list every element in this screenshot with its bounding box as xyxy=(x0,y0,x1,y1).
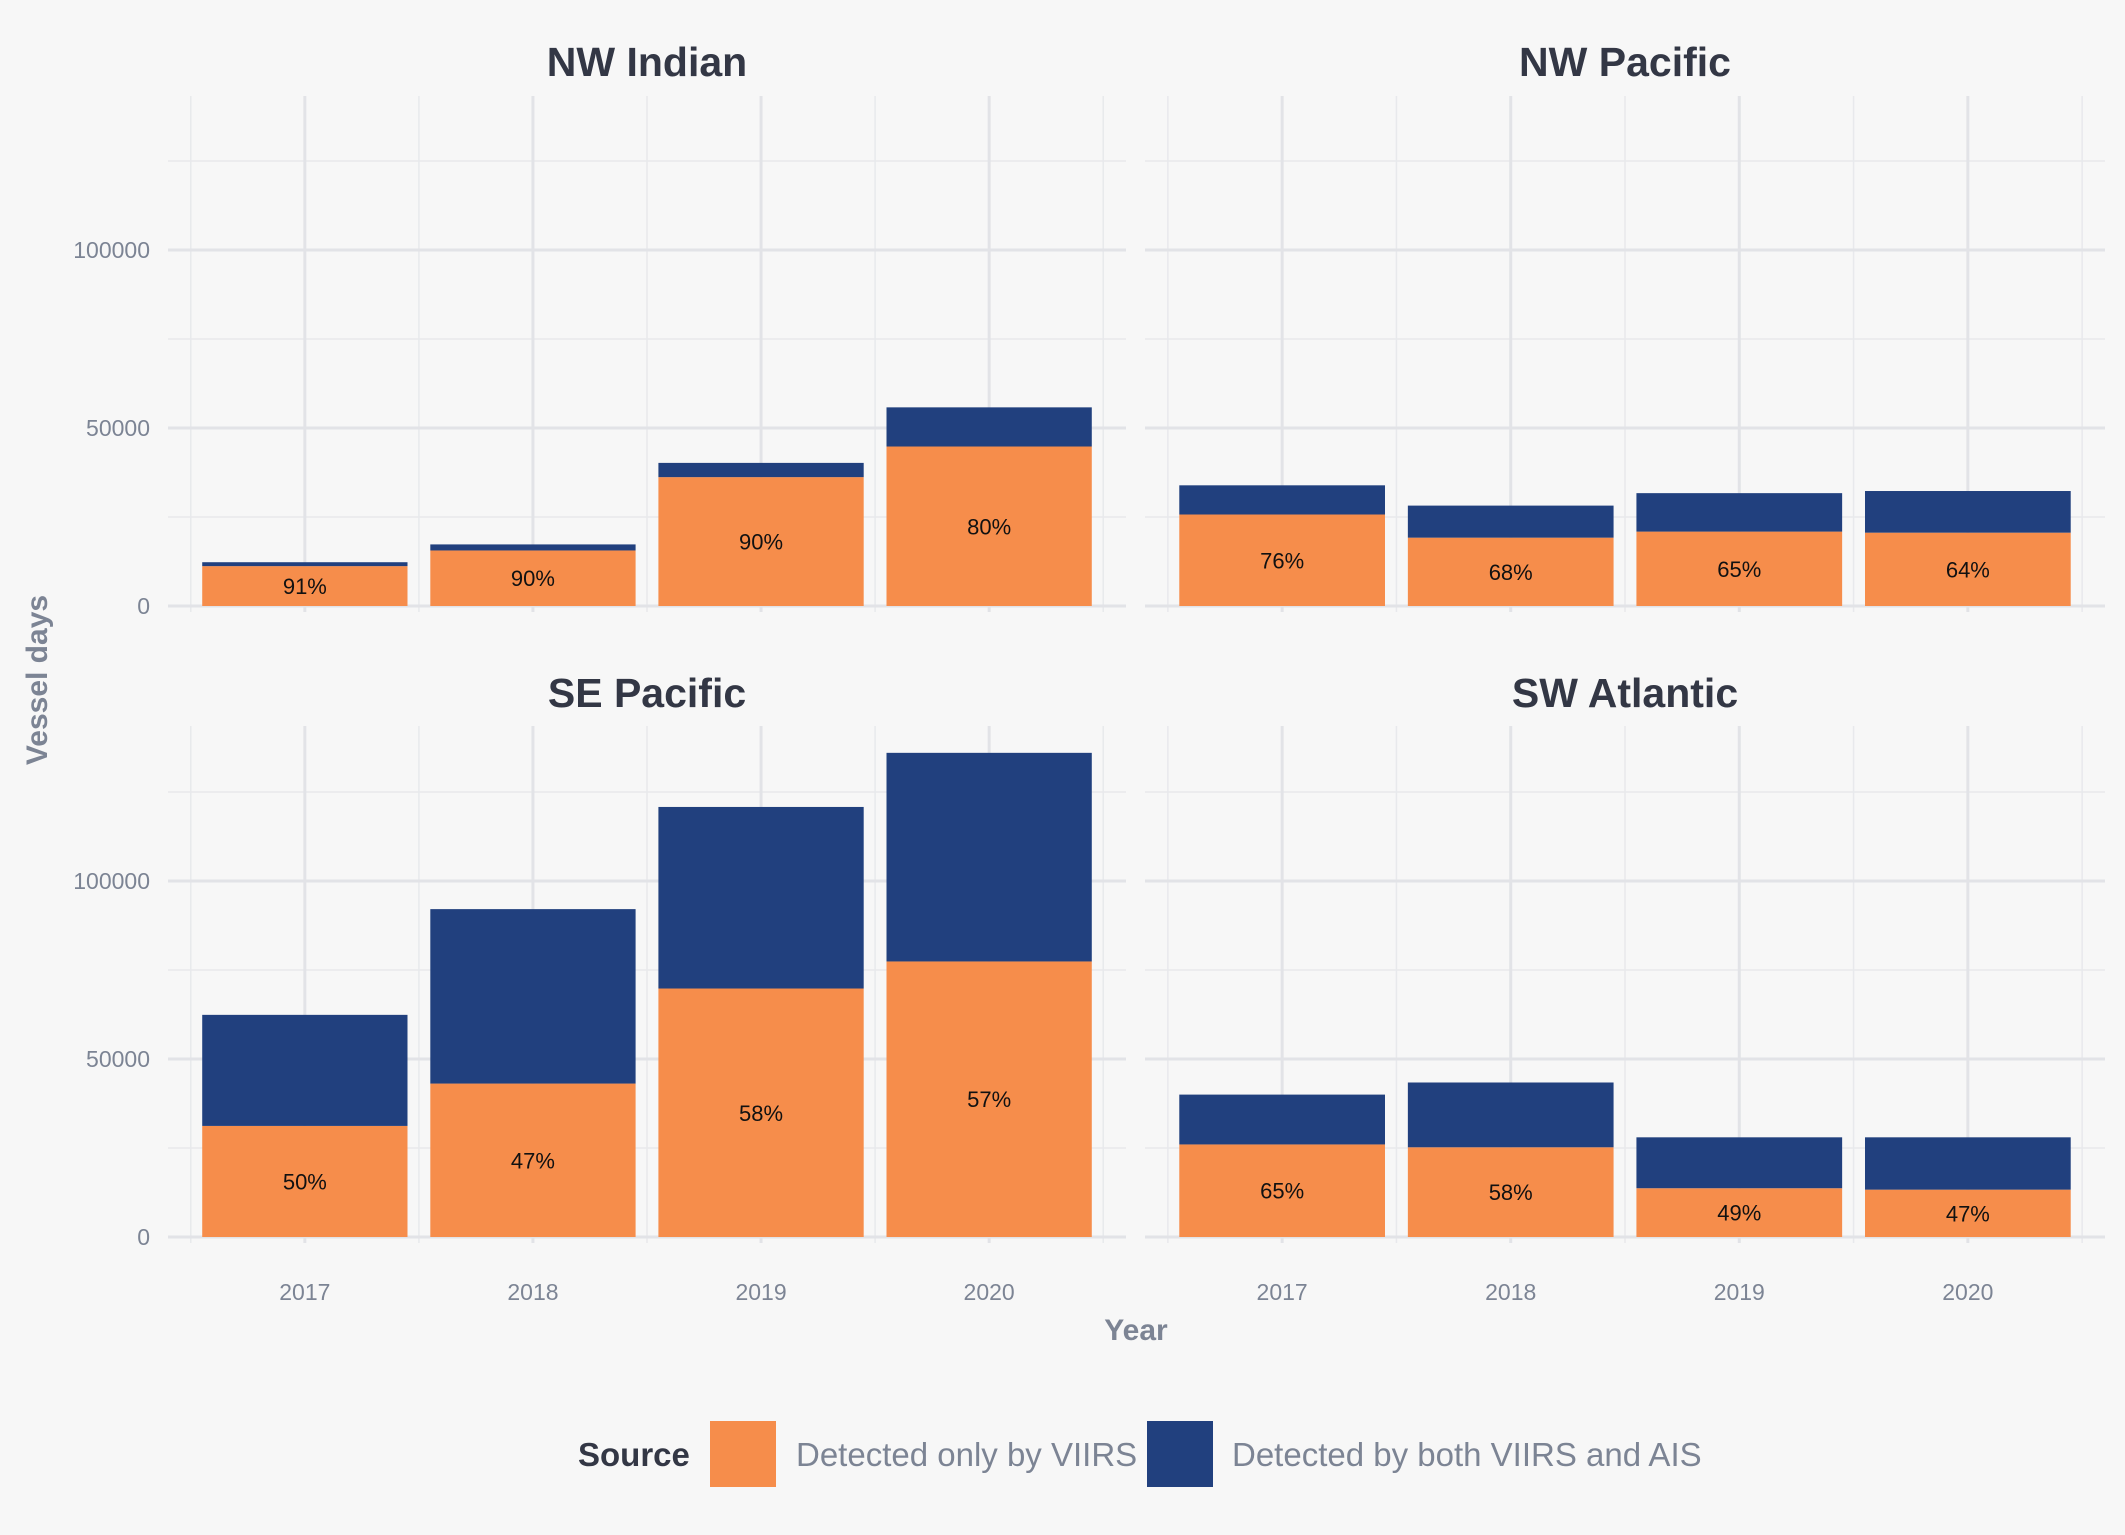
legend-label-viirs-and-ais: Detected by both VIIRS and AIS xyxy=(1232,1436,1702,1473)
x-tick-label: 2019 xyxy=(1714,1279,1765,1305)
bar-percent-label: 90% xyxy=(511,566,555,591)
bar-viirs-only xyxy=(202,566,408,606)
bar-percent-label: 47% xyxy=(1946,1201,1990,1226)
legend-swatch-viirs-and-ais xyxy=(1147,1421,1213,1487)
bar-percent-label: 80% xyxy=(967,514,1011,539)
bar-viirs-and-ais xyxy=(1865,491,2071,533)
bar-percent-label: 50% xyxy=(283,1169,327,1194)
y-tick-label: 50000 xyxy=(86,1046,150,1072)
bar-viirs-and-ais xyxy=(202,1014,408,1126)
bar-viirs-only xyxy=(202,1125,408,1237)
bar-viirs-and-ais xyxy=(886,752,1092,962)
bar-percent-label: 58% xyxy=(1489,1180,1533,1205)
bar-viirs-and-ais xyxy=(658,806,864,989)
bar-viirs-only xyxy=(1865,532,2071,606)
bar-percent-label: 65% xyxy=(1260,1179,1304,1204)
bar-percent-label: 49% xyxy=(1717,1201,1761,1226)
bar-viirs-and-ais xyxy=(1865,1137,2071,1190)
bar-percent-label: 65% xyxy=(1717,557,1761,582)
y-axis-title: Vessel days xyxy=(21,595,54,765)
bar-viirs-only xyxy=(1179,1144,1385,1237)
y-tick-label: 0 xyxy=(137,593,150,619)
bar-percent-label: 90% xyxy=(739,530,783,555)
bar-viirs-and-ais xyxy=(1407,505,1614,538)
bar-viirs-only xyxy=(658,988,864,1237)
bar-viirs-only xyxy=(886,961,1092,1237)
x-axis-title: Year xyxy=(1104,1314,1168,1347)
bar-percent-label: 57% xyxy=(967,1087,1011,1112)
bar-viirs-only xyxy=(1636,531,1843,606)
x-tick-label: 2019 xyxy=(735,1279,786,1305)
x-tick-label: 2018 xyxy=(507,1279,558,1305)
bar-viirs-and-ais xyxy=(1407,1082,1614,1148)
facet-title: SW Atlantic xyxy=(1512,670,1738,716)
y-tick-label: 100000 xyxy=(73,237,150,263)
legend: Source Detected only by VIIRS Detected b… xyxy=(578,1421,1702,1487)
bar-viirs-and-ais xyxy=(202,562,408,567)
bar-percent-label: 58% xyxy=(739,1101,783,1126)
bar-viirs-only xyxy=(430,1083,636,1237)
axes: Year Vessel days xyxy=(21,595,1168,1347)
facet-panel: NW Pacific 76% 68% 65% 64% xyxy=(1145,39,2105,612)
x-tick-label: 2017 xyxy=(279,1279,330,1305)
bar-viirs-and-ais xyxy=(430,909,636,1084)
bar-viirs-only xyxy=(1179,514,1385,606)
y-tick-label: 100000 xyxy=(73,868,150,894)
x-tick-label: 2020 xyxy=(1942,1279,1993,1305)
facet-title: NW Indian xyxy=(547,39,747,85)
x-tick-label: 2018 xyxy=(1485,1279,1536,1305)
bar-percent-label: 64% xyxy=(1946,557,1990,582)
bar-percent-label: 47% xyxy=(511,1148,555,1173)
bar-viirs-only xyxy=(1407,1147,1614,1237)
x-tick-label: 2020 xyxy=(964,1279,1015,1305)
facet-title: NW Pacific xyxy=(1519,39,1731,85)
legend-swatch-viirs-only xyxy=(710,1421,776,1487)
bar-viirs-only xyxy=(430,550,636,606)
bar-viirs-and-ais xyxy=(1179,1094,1385,1145)
bar-viirs-and-ais xyxy=(886,407,1092,447)
y-tick-label: 0 xyxy=(137,1224,150,1250)
facet-panel: SE Pacific 0 50000 100000 2017 2018 2019 2020 50… xyxy=(73,670,1126,1305)
bar-percent-label: 76% xyxy=(1260,548,1304,573)
facet-title: SE Pacific xyxy=(548,670,746,716)
bar-viirs-only xyxy=(1407,537,1614,606)
bar-viirs-only xyxy=(658,477,864,606)
bar-viirs-only xyxy=(1865,1189,2071,1237)
facet-panel: SW Atlantic 2017 2018 2019 2020 65% 58% 49% 47% xyxy=(1145,670,2105,1305)
bar-viirs-and-ais xyxy=(430,544,636,551)
bar-percent-label: 91% xyxy=(283,574,327,599)
facet-panels: NW Indian 0 50000 100000 91% 90% 90% 80% NW Paci… xyxy=(73,39,2105,1305)
x-tick-label: 2017 xyxy=(1257,1279,1308,1305)
legend-label-viirs-only: Detected only by VIIRS xyxy=(796,1436,1137,1473)
y-tick-label: 50000 xyxy=(86,415,150,441)
bar-viirs-only xyxy=(1636,1188,1843,1237)
legend-title: Source xyxy=(578,1436,690,1473)
bar-viirs-and-ais xyxy=(1636,493,1843,532)
bar-viirs-and-ais xyxy=(658,462,864,478)
facet-panel: NW Indian 0 50000 100000 91% 90% 90% 80% xyxy=(73,39,1126,619)
bar-viirs-only xyxy=(886,446,1092,606)
bar-viirs-and-ais xyxy=(1636,1137,1843,1189)
bar-viirs-and-ais xyxy=(1179,485,1385,515)
bar-percent-label: 68% xyxy=(1489,560,1533,585)
